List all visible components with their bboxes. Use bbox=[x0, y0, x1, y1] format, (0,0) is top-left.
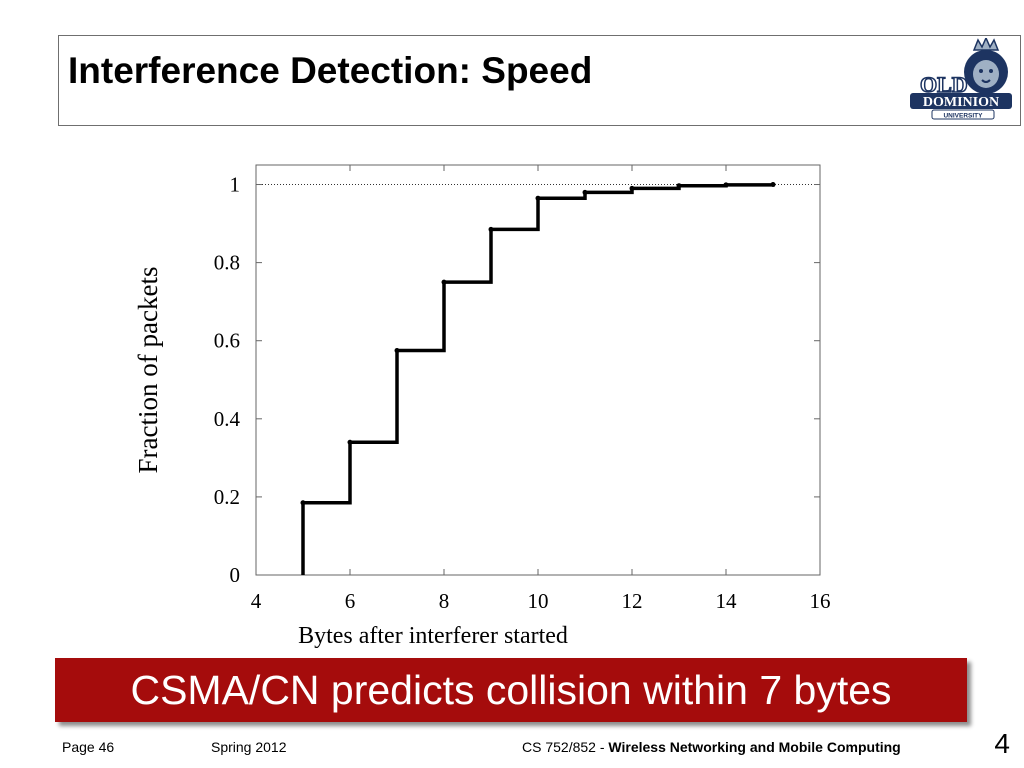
y-tick-label: 0.8 bbox=[214, 251, 240, 275]
footer-course-prefix: CS 752/852 - bbox=[522, 739, 609, 755]
x-tick-label: 16 bbox=[810, 589, 831, 613]
cdf-point bbox=[488, 226, 494, 232]
footer-term: Spring 2012 bbox=[211, 739, 287, 755]
x-tick-label: 10 bbox=[528, 589, 549, 613]
y-tick-label: 1 bbox=[230, 173, 241, 197]
crown-icon bbox=[972, 38, 1000, 51]
cdf-point bbox=[441, 279, 447, 285]
x-axis-label: Bytes after interferer started bbox=[298, 623, 568, 649]
x-ticks: 4 6 8 10 12 14 16 bbox=[251, 165, 831, 613]
x-tick-label: 8 bbox=[439, 589, 450, 613]
cdf-point bbox=[723, 182, 729, 188]
title-box: Interference Detection: Speed OLD DOMINI… bbox=[58, 35, 1021, 126]
cdf-point bbox=[582, 189, 588, 195]
y-tick-label: 0.4 bbox=[214, 407, 241, 431]
y-tick-label: 0.2 bbox=[214, 485, 240, 509]
cdf-point bbox=[300, 500, 306, 506]
cdf-point bbox=[394, 347, 400, 353]
y-axis-label: Fraction of packets bbox=[133, 267, 163, 474]
x-tick-label: 14 bbox=[716, 589, 738, 613]
cdf-point bbox=[535, 195, 541, 201]
logo-word-dominion: DOMINION bbox=[923, 95, 999, 110]
x-tick-label: 6 bbox=[345, 589, 356, 613]
slide-number: 4 bbox=[994, 728, 1010, 759]
cdf-series-line bbox=[301, 183, 775, 575]
x-tick-label: 4 bbox=[251, 589, 262, 613]
footer-page-label: Page 46 bbox=[62, 739, 115, 755]
y-ticks: 0 0.2 0.4 0.6 0.8 1 bbox=[214, 173, 820, 587]
cdf-points bbox=[300, 182, 776, 506]
footer-course: CS 752/852 - Wireless Networking and Mob… bbox=[522, 739, 901, 755]
y-tick-label: 0.6 bbox=[214, 329, 240, 353]
slide-title: Interference Detection: Speed bbox=[68, 50, 593, 91]
cdf-point bbox=[629, 185, 635, 191]
university-logo: OLD DOMINION UNIVERSITY bbox=[910, 38, 1012, 120]
y-tick-label: 0 bbox=[230, 563, 241, 587]
callout-banner: CSMA/CN predicts collision within 7 byte… bbox=[55, 658, 967, 722]
footer-course-name: Wireless Networking and Mobile Computing bbox=[608, 739, 901, 755]
cdf-point bbox=[347, 439, 353, 445]
cdf-point bbox=[770, 182, 776, 188]
x-tick-label: 12 bbox=[622, 589, 643, 613]
logo-word-university: UNIVERSITY bbox=[943, 113, 983, 120]
cdf-point bbox=[676, 183, 682, 189]
